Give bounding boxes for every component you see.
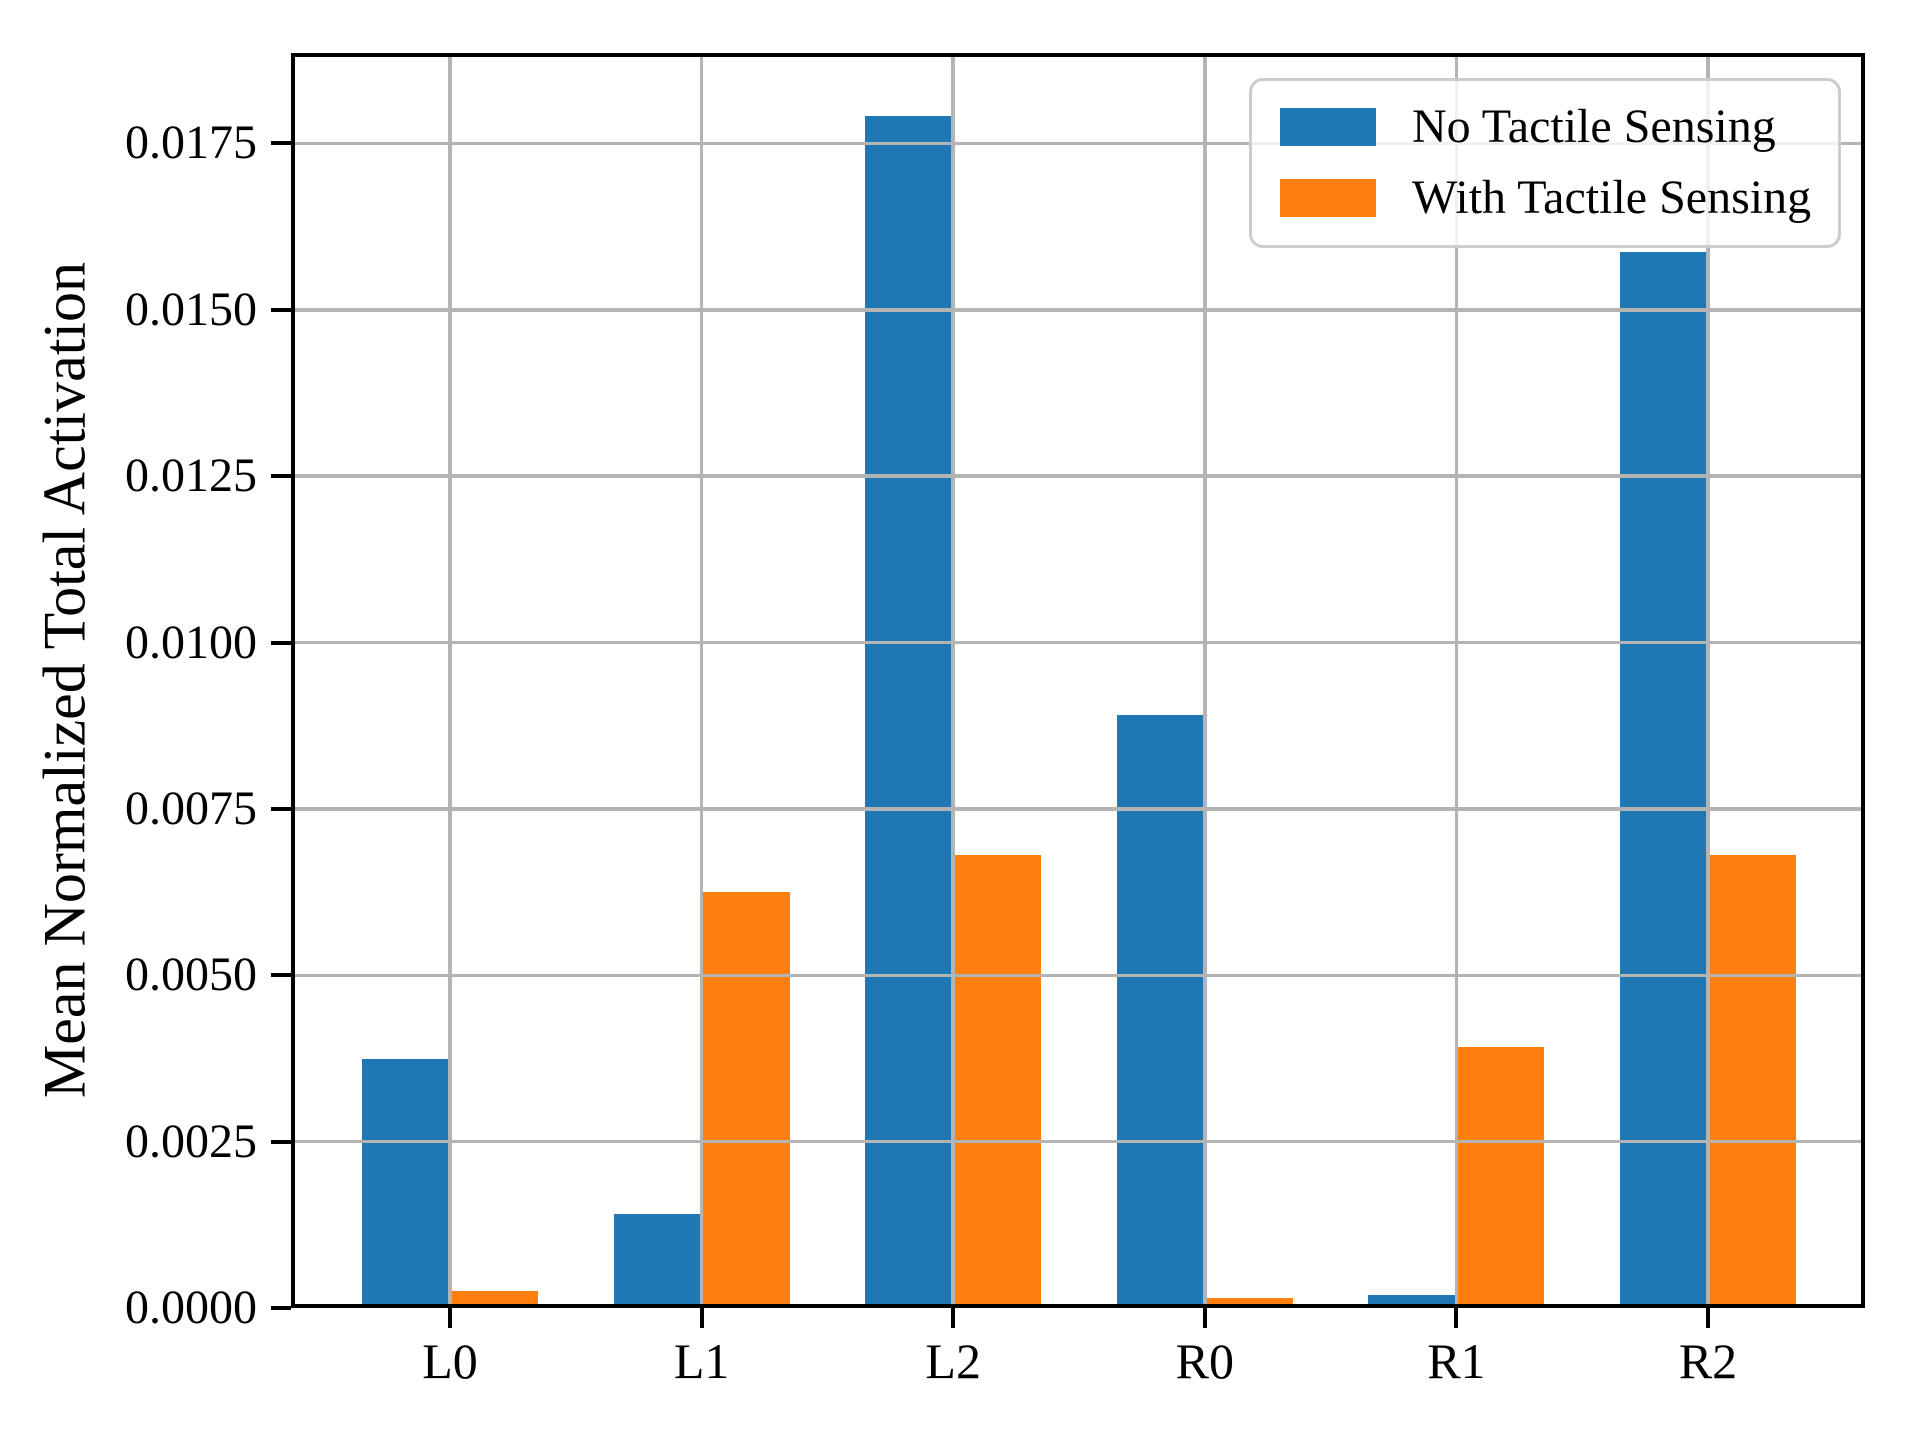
x-tick-label-r1: R1 [1427,1333,1486,1389]
y-tick-mark [271,640,291,645]
x-tick-label-l0: L0 [422,1333,478,1389]
x-tick-label-l2: L2 [925,1333,981,1389]
x-tick-mark [1202,1308,1207,1328]
y-tick-mark [271,141,291,146]
y-tick-label: 0.0150 [125,282,257,336]
bar-l0-no-tactile-sensing [362,1059,450,1308]
legend-swatch-blue [1280,108,1376,147]
legend-item-with-tactile-sensing: With Tactile Sensing [1280,170,1812,225]
y-tick-mark [271,1139,291,1144]
gridline-y-0.0150 [291,308,1865,312]
x-tick-mark [448,1308,452,1328]
gridline-y-0.0125 [291,474,1865,478]
bar-r0-no-tactile-sensing [1116,715,1205,1308]
bar-r2-no-tactile-sensing [1620,251,1708,1308]
gridline-y-0.0100 [291,640,1865,645]
bar-r2-with-tactile-sensing [1708,854,1796,1308]
gridline-x-r2 [1706,53,1710,1308]
x-tick-mark [1706,1308,1710,1328]
gridline-x-r0 [1203,53,1207,1308]
x-tick-label-l1: L1 [673,1333,730,1389]
y-tick-label: 0.0050 [125,948,257,1002]
gridline-y-0.0025 [291,1139,1865,1144]
legend-label: No Tactile Sensing [1412,100,1776,153]
gridline-y-0.0175 [291,141,1865,146]
legend-item-no-tactile-sensing: No Tactile Sensing [1280,100,1810,154]
legend: No Tactile Sensing With Tactile Sensing [1249,78,1841,248]
plot-area: 0.0000 0.0025 0.0050 0.0075 0.0100 0.0125 0.01… [125,53,1865,1386]
y-tick-label: 0.0075 [125,781,257,835]
y-tick-label: 0.0100 [125,615,257,669]
x-tick-label-r2: R2 [1678,1333,1738,1389]
gridline-x-l1 [699,53,704,1308]
y-tick-label: 0.0025 [125,1114,257,1168]
bar-l0-with-tactile-sensing [450,1290,538,1308]
bar-l1-no-tactile-sensing [613,1214,702,1308]
y-tick-mark [271,474,291,479]
y-tick-label: 0.0175 [125,116,257,170]
x-tick-mark [1454,1308,1459,1328]
gridline-y-0.0075 [291,807,1865,811]
bar-r0-with-tactile-sensing [1204,1298,1293,1308]
x-tick-mark [699,1308,704,1328]
legend-label: With Tactile Sensing [1412,170,1812,224]
y-tick-mark [271,307,291,312]
y-tick-mark [271,1306,291,1310]
gridline-y-0.0050 [291,973,1865,978]
y-tick-mark [271,973,291,978]
y-tick-mark [271,806,291,811]
gridline-x-r1 [1454,53,1459,1308]
gridline-x-l2 [951,53,955,1308]
bar-r1-no-tactile-sensing [1368,1294,1457,1308]
x-tick-mark [951,1308,956,1328]
bar-l1-with-tactile-sensing [701,892,790,1308]
gridline-x-l0 [448,53,452,1308]
bar-l2-no-tactile-sensing [865,115,954,1308]
bar-l2-with-tactile-sensing [953,854,1042,1308]
y-tick-label: 0.0000 [125,1281,257,1334]
bar-r1-with-tactile-sensing [1456,1047,1545,1308]
x-tick-label-r0: R0 [1175,1333,1234,1389]
y-axis-label: Mean Normalized Total Activation [31,261,98,1099]
legend-swatch-orange [1280,179,1376,218]
y-tick-label: 0.0125 [125,449,257,503]
